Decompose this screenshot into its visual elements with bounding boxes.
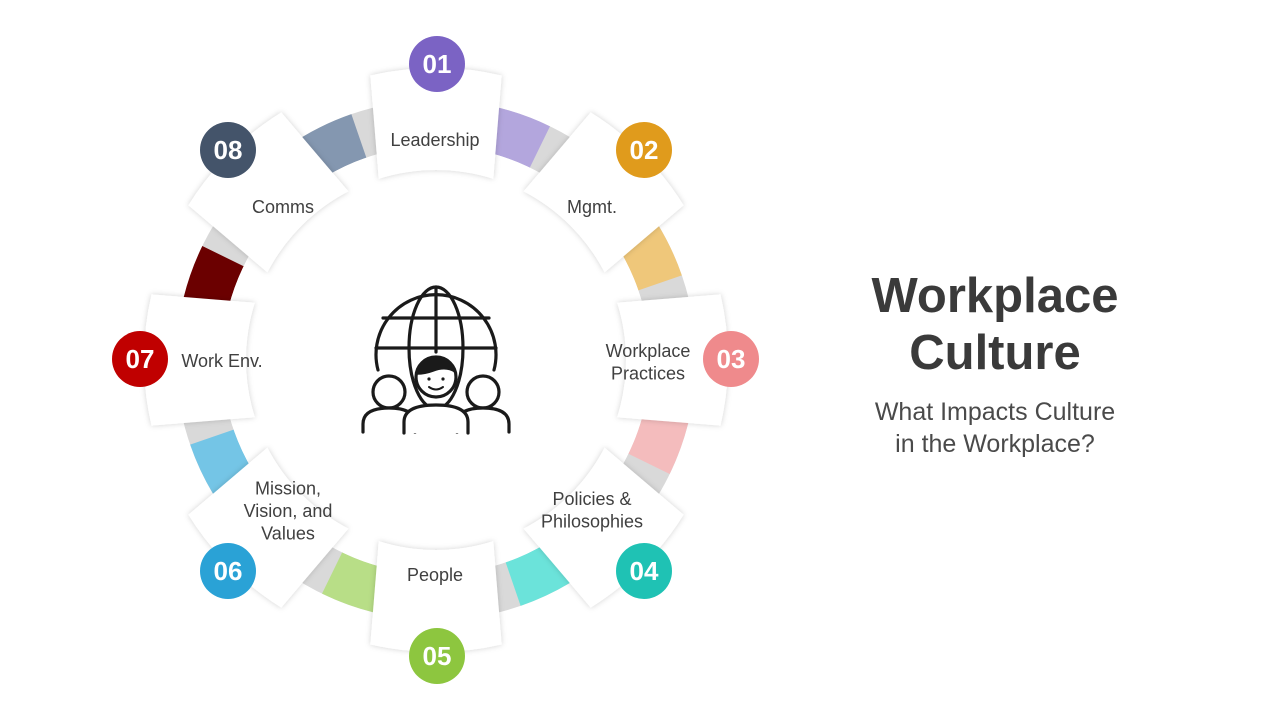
segment-06-label-line: Mission, <box>255 479 321 499</box>
segment-02-number: 02 <box>630 135 659 165</box>
team-globe-icon <box>361 285 511 435</box>
segment-01-accent-arc <box>487 107 550 168</box>
segment-08-card <box>188 112 349 273</box>
segment-02-label: Mgmt. <box>567 197 617 217</box>
segment-03-badge: 03 <box>703 331 759 387</box>
subtitle-line-2: in the Workplace? <box>895 430 1095 458</box>
segment-08-accent-arc <box>302 114 367 177</box>
segment-01-number: 01 <box>423 49 452 79</box>
culture-wheel-diagram: Leadership Mgmt. Workplace Practices Policie… <box>112 36 759 684</box>
segment-04-badge: 04 <box>616 543 672 599</box>
segment-07-accent-arc <box>183 246 244 309</box>
segment-05-number: 05 <box>423 641 452 671</box>
segment-05-badge-circle <box>409 628 465 684</box>
segment-02-badge: 02 <box>616 122 672 178</box>
segment-06-badge-circle <box>200 543 256 599</box>
segment-06-label-line: Values <box>261 524 315 544</box>
segment-02-card <box>523 112 684 273</box>
segment-06-badge: 06 <box>200 543 256 599</box>
segment-03-card <box>617 294 728 426</box>
segment-08-badge-circle <box>200 122 256 178</box>
segment-03-label-line: Practices <box>611 363 685 383</box>
segment-03-badge-circle <box>703 331 759 387</box>
segment-03-label-line: Workplace <box>606 341 691 361</box>
segment-04-label-line: Philosophies <box>541 511 643 531</box>
segment-06-number: 06 <box>214 556 243 586</box>
segment-04-card <box>523 447 684 608</box>
segment-03-accent-arc <box>628 411 689 474</box>
segment-04-badge-circle <box>616 543 672 599</box>
segment-01-card <box>370 67 502 179</box>
segment-07-label-line: Work Env. <box>181 351 262 371</box>
title-line-2: Culture <box>909 326 1081 380</box>
segment-06-label-line: Vision, and <box>244 501 333 521</box>
segment-07-card <box>144 294 255 426</box>
segment-07-label: Work Env. <box>181 351 262 371</box>
segment-04-label: Policies & Philosophies <box>541 489 643 532</box>
title-line-1: Workplace <box>871 269 1119 323</box>
segment-05-label-line: People <box>407 565 463 585</box>
segment-05-card <box>370 541 502 653</box>
segment-08-label-line: Comms <box>252 197 314 217</box>
segment-05-accent-arc <box>322 552 385 613</box>
segment-05-label: People <box>407 565 463 585</box>
segment-08-number: 08 <box>214 135 243 165</box>
segment-01-badge-circle <box>409 36 465 92</box>
segment-01-label-line: Leadership <box>390 130 479 150</box>
segment-04-label-line: Policies & <box>552 489 631 509</box>
segment-06-accent-arc <box>190 429 253 494</box>
segment-07-number: 07 <box>126 344 155 374</box>
segment-08-label: Comms <box>252 197 314 217</box>
segment-04-accent-arc <box>505 543 570 606</box>
segment-05-badge: 05 <box>409 628 465 684</box>
segment-07-badge: 07 <box>112 331 168 387</box>
segment-02-accent-arc <box>619 226 682 291</box>
segment-01-label: Leadership <box>390 130 479 150</box>
segment-06-card <box>188 447 349 608</box>
segment-02-label-line: Mgmt. <box>567 197 617 217</box>
title-block: Workplace Culture What Impacts Culture i… <box>840 268 1150 460</box>
segment-08-badge: 08 <box>200 122 256 178</box>
subtitle-line-1: What Impacts Culture <box>874 398 1116 426</box>
segment-03-number: 03 <box>717 344 746 374</box>
segment-04-number: 04 <box>630 556 659 586</box>
segment-01-badge: 01 <box>409 36 465 92</box>
segment-06-label: Mission, Vision, and Values <box>244 479 333 544</box>
segment-02-badge-circle <box>616 122 672 178</box>
segment-07-badge-circle <box>112 331 168 387</box>
segment-03-label: Workplace Practices <box>606 341 691 384</box>
